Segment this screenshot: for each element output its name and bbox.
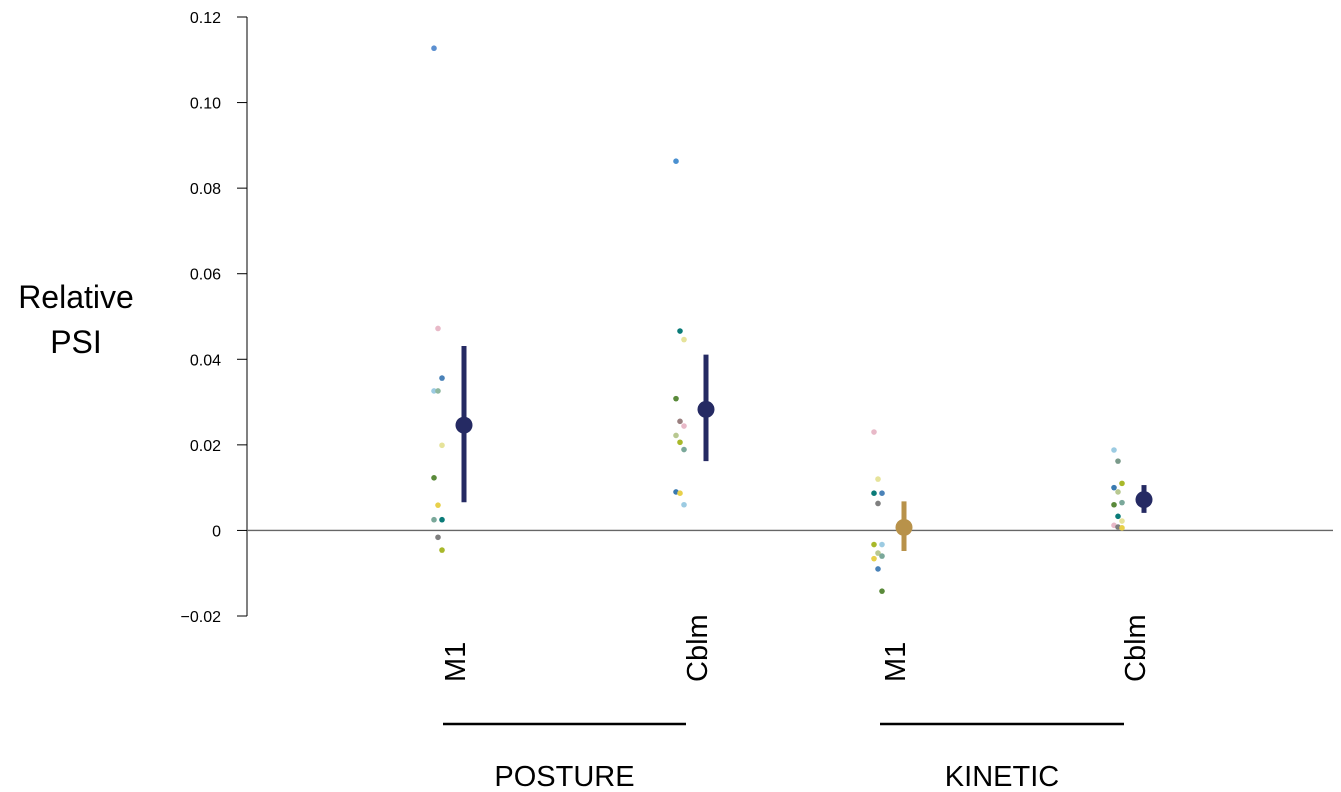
data-point	[681, 336, 687, 343]
category-label: M1	[440, 642, 472, 682]
data-point	[879, 541, 885, 548]
data-point	[673, 395, 679, 402]
y-axis-label-line-1: Relative	[18, 279, 134, 315]
axes: −0.02 0 0.02 0.04 0.06 0.08 0.10 0.12	[181, 10, 1333, 626]
data-point	[431, 516, 437, 523]
data-point	[1115, 458, 1121, 464]
data-point	[431, 45, 437, 52]
data-point	[439, 442, 445, 449]
data-point	[1119, 499, 1125, 506]
mean-marker	[1135, 491, 1153, 509]
mean-marker	[697, 400, 715, 418]
data-point	[875, 500, 881, 507]
y-tick-label: 0.06	[190, 267, 221, 284]
data-point	[879, 553, 885, 559]
y-tick-label: 0.12	[190, 10, 221, 27]
data-point	[871, 429, 877, 435]
y-tick-label: 0.10	[190, 96, 221, 113]
data-point	[1111, 447, 1117, 453]
data-point	[871, 541, 877, 548]
data-point	[1111, 484, 1117, 491]
data-point	[875, 566, 881, 572]
data-point	[431, 388, 437, 394]
y-tick-label: 0.08	[190, 181, 221, 198]
mean-marker	[895, 518, 913, 536]
data-point	[871, 490, 877, 497]
data-point	[681, 423, 687, 429]
data-point	[1119, 525, 1125, 531]
data-point	[879, 588, 885, 594]
data-point	[677, 490, 683, 497]
data-point	[439, 516, 445, 523]
data-point	[1115, 513, 1121, 520]
data-point	[879, 490, 885, 497]
chart-marks	[431, 45, 1153, 594]
data-point	[431, 475, 437, 481]
category-label: Cblm	[682, 614, 714, 682]
category-label: M1	[880, 642, 912, 682]
data-point	[677, 418, 683, 425]
data-point	[875, 476, 881, 482]
data-point	[1111, 501, 1117, 508]
data-point	[673, 432, 679, 439]
group-label: KINETIC	[945, 761, 1059, 792]
data-point	[1115, 489, 1121, 495]
y-tick-label: 0.02	[190, 438, 221, 455]
data-point	[677, 328, 683, 334]
data-point	[1119, 518, 1125, 524]
data-point	[673, 158, 679, 164]
category-label: Cblm	[1120, 614, 1152, 682]
data-point	[439, 375, 445, 381]
y-axis-label-line-2: PSI	[50, 324, 102, 360]
group-label: POSTURE	[494, 761, 634, 792]
y-tick-label: 0	[212, 523, 221, 540]
y-tick-label: −0.02	[181, 609, 222, 626]
data-point	[871, 555, 877, 562]
data-point	[681, 446, 687, 453]
data-point	[439, 547, 445, 553]
mean-marker	[455, 416, 473, 434]
group-labels: POSTURE KINETIC	[443, 722, 1124, 792]
data-point	[875, 550, 881, 556]
data-point	[435, 502, 441, 508]
y-tick-label: 0.04	[190, 352, 221, 369]
category-labels: M1 Cblm M1 Cblm	[440, 614, 1152, 682]
data-point	[435, 325, 441, 332]
data-point	[435, 388, 441, 394]
data-point	[677, 439, 683, 446]
data-point	[681, 501, 687, 508]
data-point	[435, 534, 441, 541]
data-point	[1119, 480, 1125, 487]
